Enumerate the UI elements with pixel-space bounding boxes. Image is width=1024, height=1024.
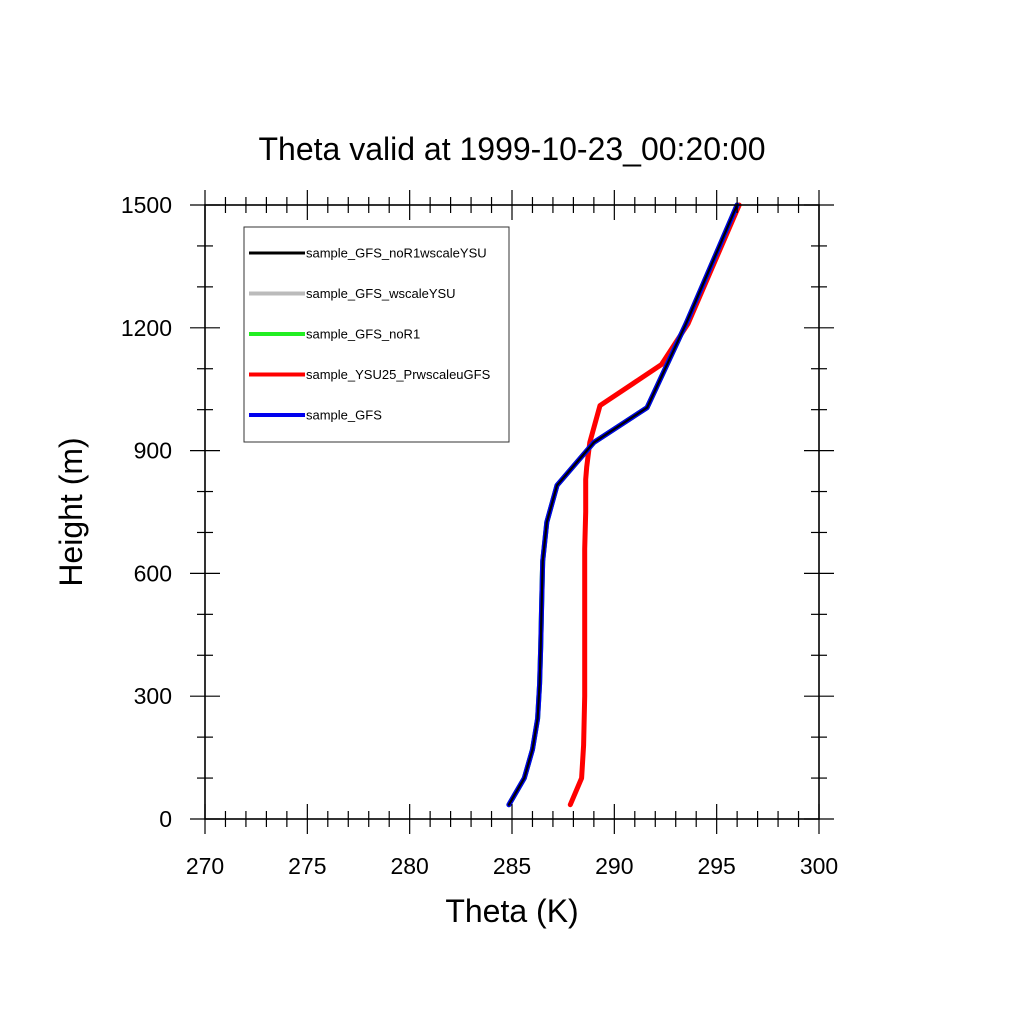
- x-tick-label: 285: [493, 853, 531, 879]
- series-line-sample_GFS_noR1wscaleYSU: [507, 203, 739, 806]
- y-tick-label: 1200: [121, 315, 172, 341]
- legend-items: sample_GFS_noR1wscaleYSU sample_GFS_wscal…: [249, 246, 491, 423]
- legend-label: sample_GFS_noR1: [306, 327, 420, 342]
- x-axis-label: Theta (K): [445, 893, 578, 929]
- x-tick-label: 300: [800, 853, 838, 879]
- legend: sample_GFS_noR1wscaleYSU sample_GFS_wscal…: [243, 226, 510, 443]
- y-tick-label: 0: [159, 806, 172, 832]
- y-tick-label: 1500: [121, 192, 172, 218]
- x-tick-label: 295: [697, 853, 735, 879]
- x-tick-label: 280: [390, 853, 428, 879]
- legend-label: sample_YSU25_PrwscaleuGFS: [306, 367, 491, 382]
- y-tick-label: 600: [134, 560, 172, 586]
- x-tick-label: 290: [595, 853, 633, 879]
- x-tick-labels: 270 275 280 285 290 295 300: [186, 853, 838, 879]
- chart-title: Theta valid at 1999-10-23_00:20:00: [258, 131, 765, 167]
- y-axis-label: Height (m): [53, 437, 89, 586]
- plot-lines: [506, 202, 742, 808]
- legend-label: sample_GFS_wscaleYSU: [306, 286, 456, 301]
- legend-label: sample_GFS_noR1wscaleYSU: [306, 246, 487, 261]
- x-tick-label: 275: [288, 853, 326, 879]
- legend-box: [243, 226, 510, 443]
- series-line-sample_YSU25_PrwscaleuGFS: [567, 202, 742, 808]
- y-tick-labels: 0 300 600 900 1200 1500: [121, 192, 172, 832]
- axis-ticks: [190, 190, 834, 834]
- x-tick-label: 270: [186, 853, 224, 879]
- legend-label: sample_GFS: [306, 408, 382, 423]
- y-tick-label: 300: [134, 683, 172, 709]
- y-tick-label: 900: [134, 438, 172, 464]
